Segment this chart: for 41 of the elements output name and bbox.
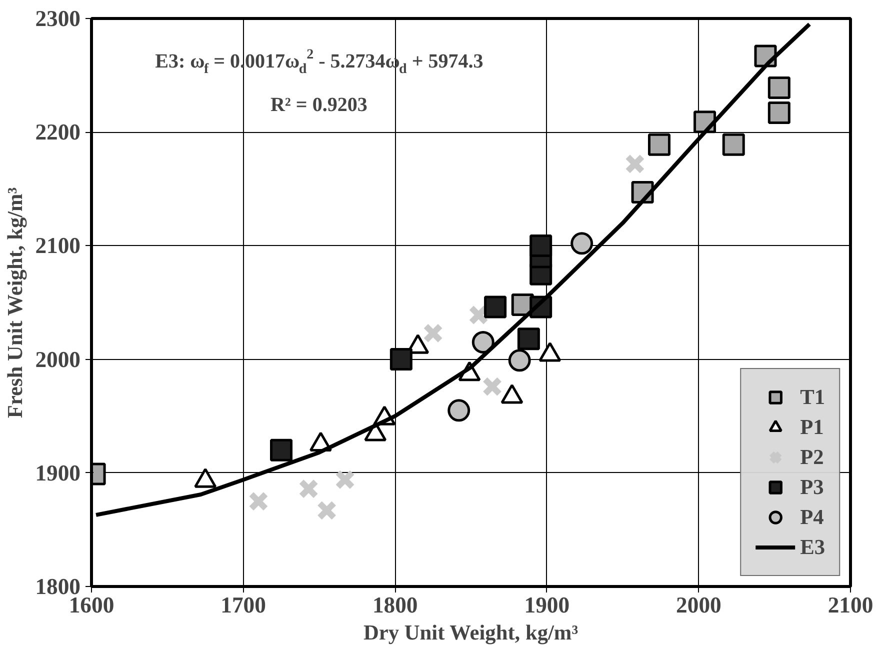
x-tick-label: 2000 (676, 592, 722, 618)
legend-label: P1 (800, 414, 824, 440)
point (517, 328, 540, 350)
y-tick-label: 1900 (35, 460, 80, 486)
point (722, 133, 745, 156)
point (482, 376, 502, 397)
y-tick-label: 2300 (35, 6, 80, 31)
point (472, 331, 494, 354)
point (768, 102, 790, 124)
point (624, 154, 646, 174)
point (316, 500, 337, 520)
point (270, 438, 292, 462)
point (530, 234, 552, 257)
x-tick-label: 1700 (220, 592, 266, 618)
legend-label: P3 (800, 474, 824, 500)
point (508, 349, 531, 372)
annotation: R² = 0.9203 (270, 94, 368, 116)
point (298, 478, 319, 499)
point (334, 470, 356, 490)
point (248, 491, 269, 512)
x-tick-label: 2100 (828, 592, 874, 618)
point (484, 296, 507, 318)
y-tick-label: 2000 (35, 346, 80, 372)
x-tick-label: 1800 (372, 592, 418, 618)
point (648, 133, 670, 156)
y-tick-label: 2100 (35, 233, 80, 258)
x-axis-title: Dry Unit Weight, kg/m³ (364, 620, 578, 644)
legend-label: T1 (800, 384, 825, 410)
point (390, 348, 412, 371)
point (570, 232, 594, 255)
y-axis-title: Fresh Unit Weight, kg/m³ (3, 187, 28, 418)
point (448, 399, 470, 422)
y-tick-label: 1800 (35, 574, 80, 599)
x-tick-label: 1900 (524, 592, 570, 618)
legend-label: P2 (800, 444, 824, 470)
point (468, 304, 489, 326)
point (768, 76, 790, 100)
legend-label: P4 (800, 504, 824, 530)
y-tick-label: 2200 (35, 120, 80, 145)
legend-label: E3 (800, 534, 825, 560)
point (422, 323, 444, 344)
